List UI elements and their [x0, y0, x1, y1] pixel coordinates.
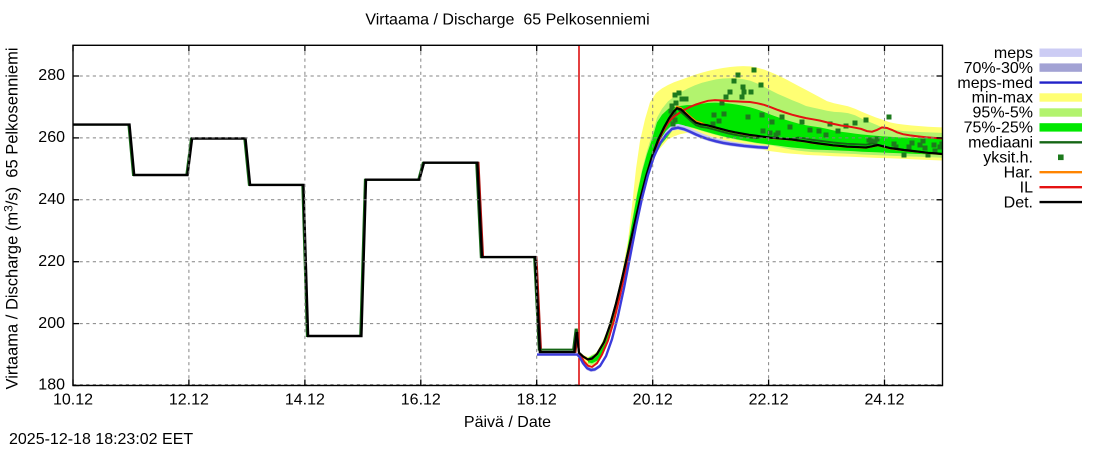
svg-text:20.12: 20.12	[633, 391, 673, 408]
svg-text:2025-12-18 18:23:02 EET: 2025-12-18 18:23:02 EET	[9, 431, 193, 448]
svg-text:220: 220	[38, 253, 65, 270]
svg-text:22.12: 22.12	[749, 391, 789, 408]
svg-text:Har.: Har.	[1004, 164, 1033, 181]
svg-text:200: 200	[38, 315, 65, 332]
svg-text:meps: meps	[994, 45, 1033, 62]
svg-text:24.12: 24.12	[864, 391, 904, 408]
svg-text:10.12: 10.12	[53, 391, 93, 408]
svg-text:75%-25%: 75%-25%	[964, 120, 1033, 137]
svg-text:Virtaama / Discharge (m3/s) 6: Virtaama / Discharge (m3/s) 65 Pelkosenn…	[1, 47, 21, 389]
svg-text:IL: IL	[1020, 179, 1033, 196]
svg-text:260: 260	[38, 129, 65, 146]
svg-text:min-max: min-max	[972, 90, 1033, 107]
svg-text:14.12: 14.12	[285, 391, 325, 408]
svg-text:95%-5%: 95%-5%	[973, 105, 1033, 122]
svg-text:Det.: Det.	[1004, 194, 1033, 211]
svg-text:Virtaama / Discharge 65 Pelko: Virtaama / Discharge 65 Pelkosenniemi	[365, 12, 649, 29]
svg-text:280: 280	[38, 67, 65, 84]
svg-text:240: 240	[38, 191, 65, 208]
svg-text:18.12: 18.12	[517, 391, 557, 408]
svg-text:Päivä / Date: Päivä / Date	[464, 414, 551, 431]
svg-text:12.12: 12.12	[169, 391, 209, 408]
svg-text:70%-30%: 70%-30%	[964, 60, 1033, 77]
svg-text:mediaani: mediaani	[968, 135, 1033, 152]
svg-text:yksit.h.: yksit.h.	[983, 150, 1033, 167]
svg-text:16.12: 16.12	[401, 391, 441, 408]
svg-text:meps-med: meps-med	[957, 75, 1033, 92]
svg-text:180: 180	[38, 377, 65, 394]
